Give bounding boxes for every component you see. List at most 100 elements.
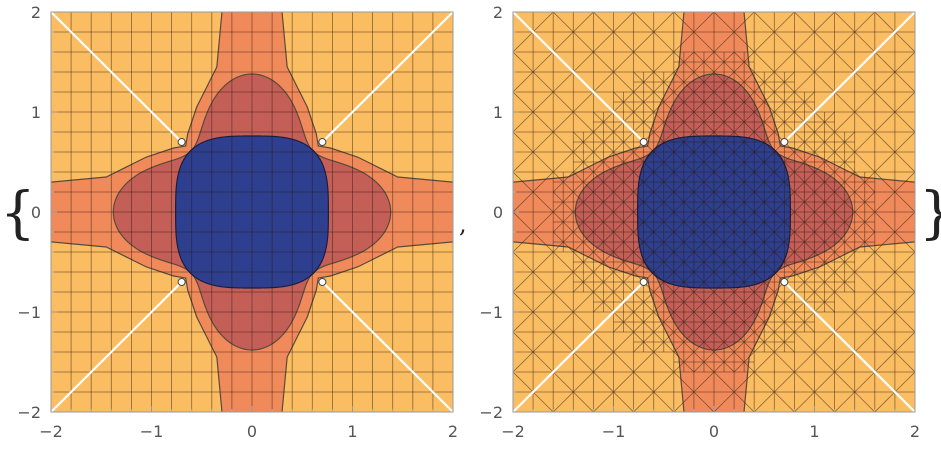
mesh-diagonal xyxy=(854,12,876,33)
mesh-refine xyxy=(613,251,634,273)
mesh-refine xyxy=(733,291,755,313)
mesh-refine xyxy=(713,191,735,213)
mesh-refine xyxy=(834,251,855,273)
mesh-diagonal xyxy=(573,311,594,333)
mesh-refine xyxy=(633,251,654,273)
mesh-diagonal xyxy=(874,251,896,273)
mesh-refine xyxy=(613,151,634,173)
mesh-diagonal xyxy=(552,151,574,173)
mesh-refine xyxy=(733,311,755,333)
mesh-diagonal xyxy=(894,31,915,53)
mesh-diagonal xyxy=(894,231,915,253)
mesh-refine xyxy=(653,151,675,173)
mesh-refine xyxy=(854,191,876,213)
branch-cut-left-2 xyxy=(321,12,453,143)
mesh-diagonal xyxy=(532,251,554,273)
mesh-diagonal xyxy=(874,391,896,412)
mesh-diagonal xyxy=(633,371,654,393)
mesh-refine xyxy=(653,231,675,253)
mesh-refine xyxy=(794,231,815,253)
mesh-diagonal xyxy=(894,191,915,213)
mesh-diagonal xyxy=(854,71,876,93)
mesh-refine xyxy=(573,191,594,213)
mesh-diagonal xyxy=(794,12,815,33)
branch-point-right-4 xyxy=(780,278,789,286)
mesh-diagonal xyxy=(513,151,534,173)
mesh-refine xyxy=(713,51,735,73)
mesh-diagonal xyxy=(794,331,815,353)
mesh-diagonal xyxy=(532,151,554,173)
mesh-refine xyxy=(673,111,695,133)
mesh-refine xyxy=(854,211,876,233)
y-tick-label: −2 xyxy=(479,403,503,422)
mesh-diagonal xyxy=(834,351,855,373)
branch-point-left-2 xyxy=(318,138,327,146)
mesh-diagonal xyxy=(513,211,534,233)
mesh-refine xyxy=(753,71,775,93)
mesh-refine xyxy=(774,191,795,213)
x-tick-label: −2 xyxy=(501,422,525,441)
mesh-refine xyxy=(753,91,775,113)
mesh-refine xyxy=(673,131,695,153)
mesh-refine xyxy=(573,251,594,273)
mesh-diagonal xyxy=(573,111,594,133)
mesh-refine xyxy=(552,191,574,213)
mesh-refine xyxy=(593,291,614,313)
mesh-refine xyxy=(653,291,675,313)
mesh-diagonal xyxy=(794,51,815,73)
mesh-refine xyxy=(733,351,755,373)
mesh-diagonal xyxy=(733,31,755,53)
mesh-diagonal xyxy=(653,12,675,33)
mesh-refine xyxy=(713,151,735,173)
mesh-diagonal xyxy=(552,131,574,153)
mesh-refine xyxy=(713,71,735,93)
mesh-diagonal xyxy=(794,31,815,53)
mesh-refine xyxy=(713,91,735,113)
mesh-refine xyxy=(673,71,695,93)
mesh-refine xyxy=(593,211,614,233)
mesh-refine xyxy=(733,151,755,173)
y-tick-label: 0 xyxy=(31,203,41,222)
mesh-refine xyxy=(593,171,614,193)
mesh-refine xyxy=(573,271,594,293)
mesh-diagonal xyxy=(894,51,915,73)
mesh-refine xyxy=(653,131,675,153)
mesh-refine xyxy=(613,271,634,293)
mesh-refine xyxy=(693,111,715,133)
mesh-refine xyxy=(673,151,695,173)
mesh-refine xyxy=(693,171,715,193)
mesh-diagonal xyxy=(573,391,594,412)
branch-cut-left-3 xyxy=(51,281,183,412)
mesh-diagonal xyxy=(874,311,896,333)
mesh-diagonal xyxy=(894,371,915,393)
mesh-refine xyxy=(834,151,855,173)
branch-cut-right-4 xyxy=(783,281,915,412)
mesh-diagonal xyxy=(532,271,554,293)
mesh-diagonal xyxy=(874,131,896,153)
mesh-refine xyxy=(593,251,614,273)
y-tick-label: 0 xyxy=(493,203,503,222)
mesh-diagonal xyxy=(693,12,715,33)
mesh-diagonal xyxy=(874,151,896,173)
mesh-diagonal xyxy=(532,91,554,113)
mesh-diagonal xyxy=(593,12,614,33)
mesh-refine xyxy=(753,331,775,353)
mesh-refine xyxy=(613,91,634,113)
mesh-diagonal xyxy=(613,351,634,373)
mesh-diagonal xyxy=(713,12,735,33)
mesh-refine xyxy=(713,291,735,313)
mesh-diagonal xyxy=(552,271,574,293)
mesh-diagonal xyxy=(854,331,876,353)
mesh-diagonal xyxy=(513,171,534,193)
mesh-diagonal xyxy=(713,391,735,412)
mesh-diagonal xyxy=(633,391,654,412)
mesh-refine xyxy=(552,211,574,233)
contour-plot-grid-mesh: −2−2 −1 −1 0 0 1 1 2 2 xyxy=(17,3,458,441)
mesh-diagonal xyxy=(513,271,534,293)
open-brace: { xyxy=(0,181,36,246)
plot-area-left xyxy=(51,12,453,412)
mesh-refine xyxy=(673,51,695,73)
mesh-diagonal xyxy=(854,111,876,133)
mesh-diagonal xyxy=(613,371,634,393)
mesh-refine xyxy=(733,211,755,233)
